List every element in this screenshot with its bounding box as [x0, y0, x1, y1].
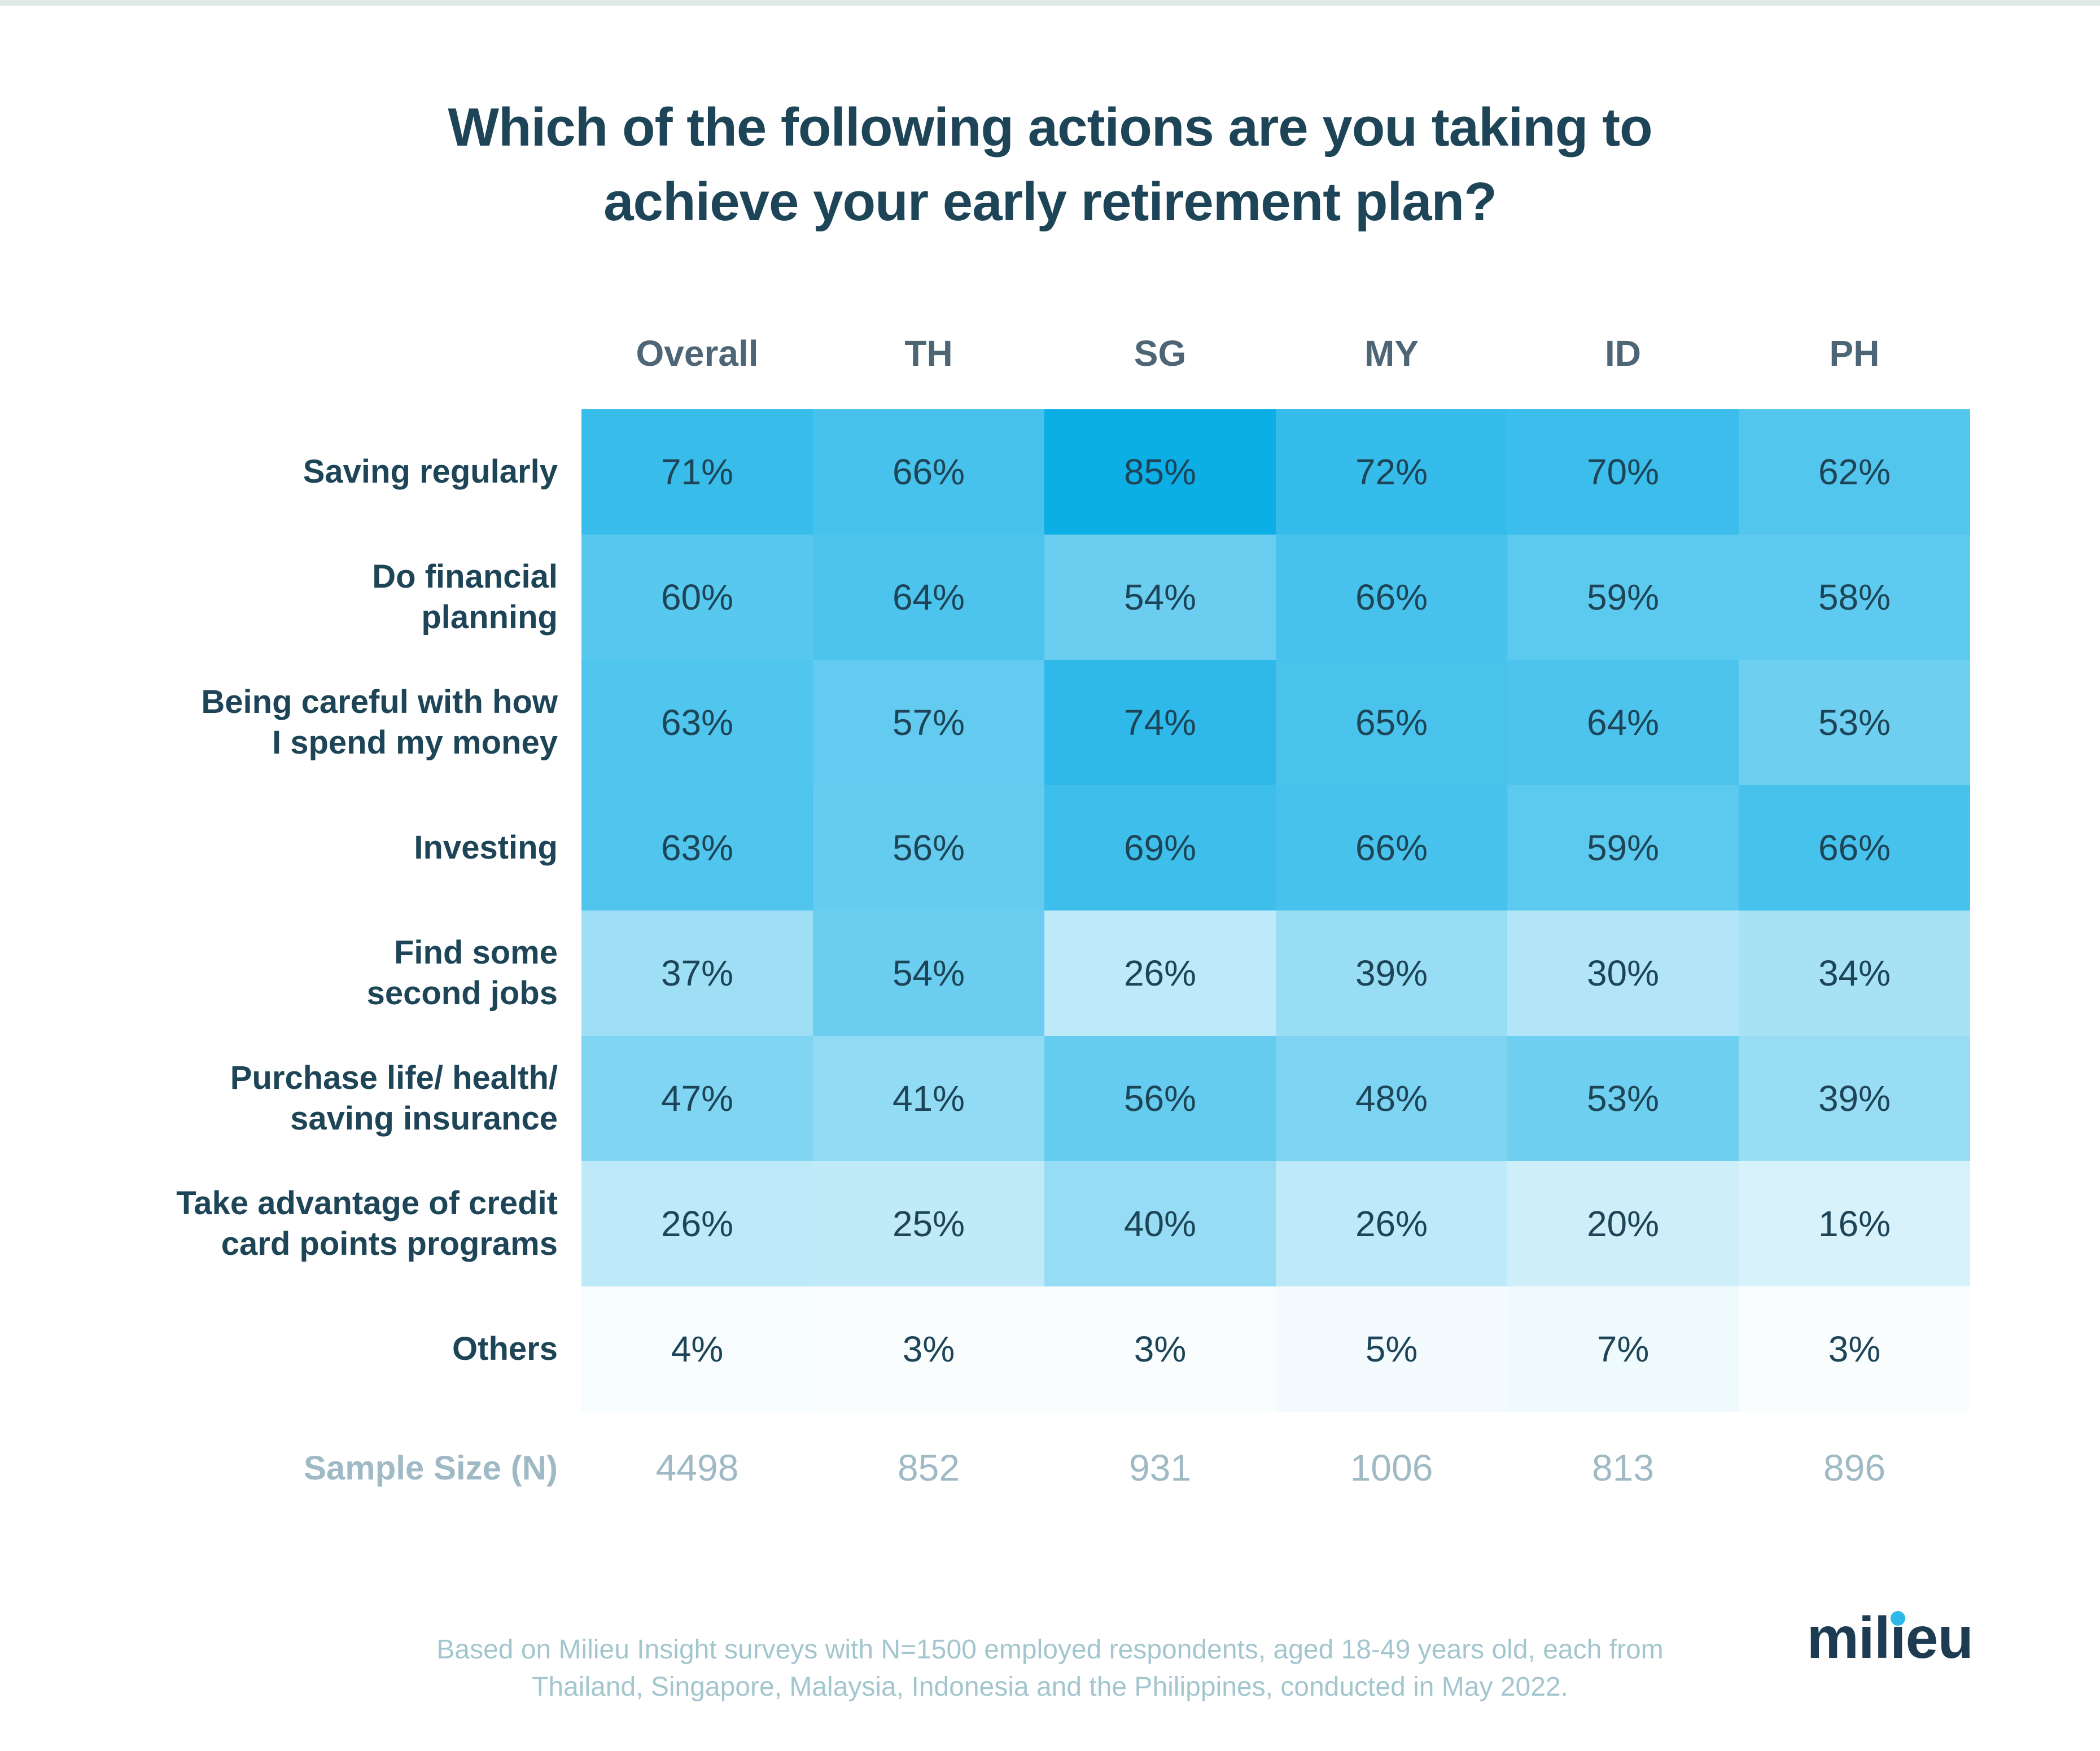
heatmap-row: Do financial planning 60% 64% 54% 66% 59% 58%: [130, 535, 1970, 660]
row-label: Saving regularly: [303, 453, 558, 490]
heatmap-body: Saving regularly 71% 66% 85% 72% 70% 62% Do fin…: [130, 409, 1970, 1412]
source-note-line1: Based on Milieu Insight surveys with N=1…: [436, 1635, 1664, 1665]
source-note: Based on Milieu Insight surveys with N=1…: [0, 1631, 2100, 1706]
heatmap-cell: 57%: [813, 660, 1044, 785]
row-label: Being careful with how I spend my money: [201, 684, 558, 761]
heatmap-cell: 66%: [1276, 785, 1507, 910]
heatmap-cell: 56%: [1044, 1036, 1276, 1161]
heatmap-cell: 3%: [1739, 1286, 1970, 1412]
heatmap-cell: 60%: [581, 535, 813, 660]
heatmap-cell: 53%: [1739, 660, 1970, 785]
heatmap-cell: 66%: [1739, 785, 1970, 910]
heatmap-row: Purchase life/ health/ saving insurance 4…: [130, 1036, 1970, 1161]
heatmap-cell: 71%: [581, 409, 813, 535]
heatmap-cell: 16%: [1739, 1161, 1970, 1286]
heatmap-cell: 7%: [1507, 1286, 1739, 1412]
heatmap-cell: 48%: [1276, 1036, 1507, 1161]
sample-size-row: Sample Size (N) 4498 852 931 1006 813 896: [130, 1425, 1970, 1510]
row-label: Others: [452, 1330, 558, 1367]
heatmap-cell: 20%: [1507, 1161, 1739, 1286]
heatmap-cell: 30%: [1507, 910, 1739, 1036]
heatmap-row: Being careful with how I spend my money 6…: [130, 660, 1970, 785]
heatmap-cell: 63%: [581, 660, 813, 785]
heatmap-cell: 62%: [1739, 409, 1970, 535]
heatmap-cell: 69%: [1044, 785, 1276, 910]
heatmap-cell: 54%: [1044, 535, 1276, 660]
heatmap-row: Find some second jobs 37% 54% 26% 39% 30% 34%: [130, 910, 1970, 1036]
milieu-logo: milıeu: [1806, 1605, 1974, 1671]
heatmap-cell: 56%: [813, 785, 1044, 910]
heatmap-cell: 59%: [1507, 535, 1739, 660]
column-header: SG: [1134, 333, 1187, 374]
heatmap-cell: 39%: [1739, 1036, 1970, 1161]
heatmap-cell: 34%: [1739, 910, 1970, 1036]
heatmap-cell: 58%: [1739, 535, 1970, 660]
sample-size-value: 931: [1128, 1447, 1192, 1489]
logo-text-pre: mil: [1806, 1605, 1890, 1671]
heatmap-row: Investing 63% 56% 69% 66% 59% 66%: [130, 785, 1970, 910]
heatmap-cell: 85%: [1044, 409, 1276, 535]
heatmap-cell: 63%: [581, 785, 813, 910]
row-label: Purchase life/ health/ saving insurance: [230, 1060, 558, 1137]
heatmap-cell: 72%: [1276, 409, 1507, 535]
heatmap-cell: 26%: [1044, 910, 1276, 1036]
heatmap-cell: 3%: [813, 1286, 1044, 1412]
column-header: Overall: [636, 333, 759, 374]
sample-size-value: 852: [897, 1447, 960, 1489]
heatmap-cell: 53%: [1507, 1036, 1739, 1161]
heatmap-cell: 65%: [1276, 660, 1507, 785]
heatmap-cell: 41%: [813, 1036, 1044, 1161]
column-header: TH: [904, 333, 953, 374]
sample-size-value: 896: [1823, 1447, 1886, 1489]
heatmap-cell: 70%: [1507, 409, 1739, 535]
chart-title-line1: Which of the following actions are you t…: [448, 97, 1652, 157]
row-label: Take advantage of credit card points pro…: [176, 1185, 558, 1262]
heatmap-cell: 25%: [813, 1161, 1044, 1286]
row-label: Investing: [414, 829, 558, 866]
heatmap-cell: 3%: [1044, 1286, 1276, 1412]
column-header: MY: [1364, 333, 1419, 374]
logo-text-post: eu: [1905, 1605, 1974, 1671]
heatmap-header-row: Overall TH SG MY ID PH: [130, 325, 1970, 382]
sample-size-value: 813: [1591, 1447, 1655, 1489]
heatmap-cell: 39%: [1276, 910, 1507, 1036]
sample-size-value: 4498: [655, 1447, 739, 1489]
heatmap-cell: 37%: [581, 910, 813, 1036]
heatmap-cell: 64%: [1507, 660, 1739, 785]
sample-size-label: Sample Size (N): [303, 1448, 558, 1487]
row-label: Find some second jobs: [366, 934, 558, 1012]
heatmap-cell: 26%: [581, 1161, 813, 1286]
chart-title: Which of the following actions are you t…: [0, 90, 2100, 239]
heatmap-cell: 66%: [813, 409, 1044, 535]
heatmap-row: Take advantage of credit card points pro…: [130, 1161, 1970, 1286]
heatmap-cell: 47%: [581, 1036, 813, 1161]
heatmap-cell: 64%: [813, 535, 1044, 660]
heatmap-cell: 26%: [1276, 1161, 1507, 1286]
column-header: ID: [1605, 333, 1641, 374]
top-strip: [0, 0, 2100, 6]
column-header: PH: [1829, 333, 1880, 374]
chart-title-line2: achieve your early retirement plan?: [603, 172, 1497, 232]
heatmap-cell: 54%: [813, 910, 1044, 1036]
source-note-line2: Thailand, Singapore, Malaysia, Indonesia…: [532, 1672, 1568, 1702]
heatmap-cell: 74%: [1044, 660, 1276, 785]
logo-accent-i: ı: [1889, 1605, 1906, 1671]
heatmap-row: Others 4% 3% 3% 5% 7% 3%: [130, 1286, 1970, 1412]
heatmap-table: Overall TH SG MY ID PH Saving regularly 71% 66%…: [130, 325, 1970, 1510]
heatmap-row: Saving regularly 71% 66% 85% 72% 70% 62%: [130, 409, 1970, 535]
heatmap-cell: 40%: [1044, 1161, 1276, 1286]
heatmap-cell: 4%: [581, 1286, 813, 1412]
row-label: Do financial planning: [372, 558, 558, 636]
heatmap-cell: 5%: [1276, 1286, 1507, 1412]
heatmap-cell: 59%: [1507, 785, 1739, 910]
sample-size-value: 1006: [1350, 1447, 1433, 1489]
heatmap-cell: 66%: [1276, 535, 1507, 660]
